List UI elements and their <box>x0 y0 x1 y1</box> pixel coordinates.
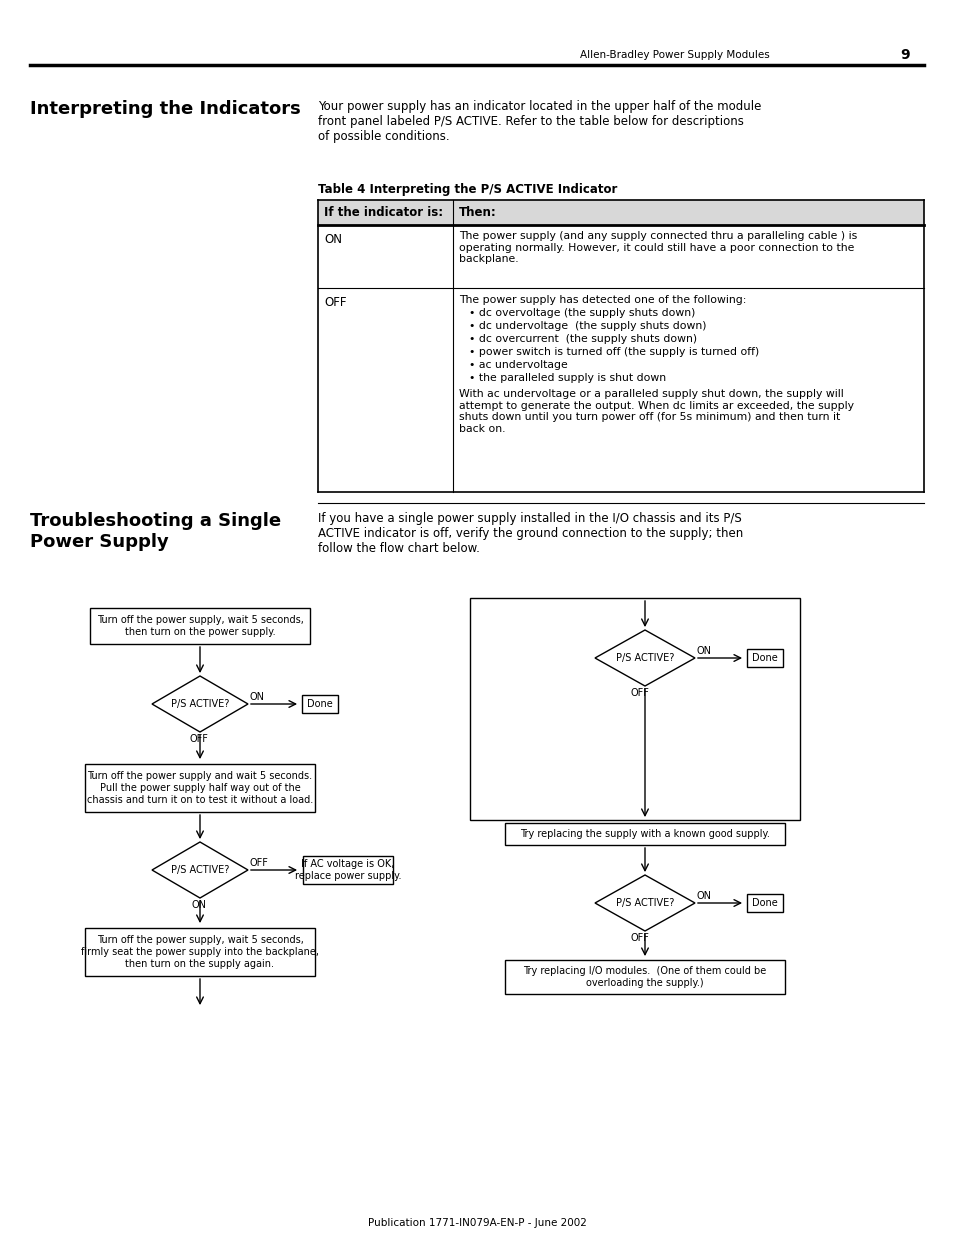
Bar <box>85 764 314 811</box>
Bar <box>746 650 782 667</box>
Text: Turn off the power supply, wait 5 seconds,
then turn on the power supply.: Turn off the power supply, wait 5 second… <box>96 615 303 637</box>
Text: With ac undervoltage or a paralleled supply shut down, the supply will
attempt t: With ac undervoltage or a paralleled sup… <box>458 389 853 433</box>
Text: Done: Done <box>751 653 777 663</box>
Text: If AC voltage is OK,
replace power supply.: If AC voltage is OK, replace power suppl… <box>294 860 401 881</box>
Polygon shape <box>595 630 695 685</box>
Text: Done: Done <box>751 898 777 908</box>
Text: Allen-Bradley Power Supply Modules: Allen-Bradley Power Supply Modules <box>579 49 769 61</box>
Text: P/S ACTIVE?: P/S ACTIVE? <box>171 864 229 876</box>
Bar <box>302 695 337 713</box>
Text: • dc undervoltage  (the supply shuts down): • dc undervoltage (the supply shuts down… <box>469 321 706 331</box>
Text: The power supply (and any supply connected thru a paralleling cable ) is
operati: The power supply (and any supply connect… <box>458 231 857 264</box>
Text: Your power supply has an indicator located in the upper half of the module
front: Your power supply has an indicator locat… <box>317 100 760 143</box>
Text: OFF: OFF <box>324 296 346 309</box>
Text: ON: ON <box>697 646 711 656</box>
Text: Try replacing the supply with a known good supply.: Try replacing the supply with a known go… <box>519 829 769 839</box>
Bar <box>470 598 800 820</box>
Text: P/S ACTIVE?: P/S ACTIVE? <box>616 653 674 663</box>
Text: The power supply has detected one of the following:: The power supply has detected one of the… <box>458 295 745 305</box>
Text: OFF: OFF <box>630 688 649 698</box>
Text: • the paralleled supply is shut down: • the paralleled supply is shut down <box>469 373 665 383</box>
Text: ON: ON <box>192 900 207 910</box>
Bar <box>317 200 923 225</box>
Text: If the indicator is:: If the indicator is: <box>324 206 442 219</box>
Text: Interpreting the Indicators: Interpreting the Indicators <box>30 100 300 119</box>
Text: Turn off the power supply, wait 5 seconds,
firmly seat the power supply into the: Turn off the power supply, wait 5 second… <box>81 935 318 968</box>
Text: Try replacing I/O modules.  (One of them could be
overloading the supply.): Try replacing I/O modules. (One of them … <box>523 966 766 988</box>
Text: OFF: OFF <box>250 858 269 868</box>
Text: ON: ON <box>324 233 341 246</box>
Polygon shape <box>152 842 248 898</box>
Text: Table 4 Interpreting the P/S ACTIVE Indicator: Table 4 Interpreting the P/S ACTIVE Indi… <box>317 183 617 196</box>
Text: Then:: Then: <box>458 206 497 219</box>
Text: • power switch is turned off (the supply is turned off): • power switch is turned off (the supply… <box>469 347 759 357</box>
Text: Publication 1771-IN079A-EN-P - June 2002: Publication 1771-IN079A-EN-P - June 2002 <box>367 1218 586 1228</box>
Polygon shape <box>595 876 695 931</box>
Bar <box>85 927 314 976</box>
Text: OFF: OFF <box>630 932 649 944</box>
Text: P/S ACTIVE?: P/S ACTIVE? <box>171 699 229 709</box>
Text: • dc overcurrent  (the supply shuts down): • dc overcurrent (the supply shuts down) <box>469 333 697 345</box>
Text: If you have a single power supply installed in the I/O chassis and its P/S
ACTIV: If you have a single power supply instal… <box>317 513 742 555</box>
Text: OFF: OFF <box>190 734 209 743</box>
Text: • dc overvoltage (the supply shuts down): • dc overvoltage (the supply shuts down) <box>469 308 695 317</box>
Bar <box>504 823 784 845</box>
Text: Done: Done <box>307 699 333 709</box>
Bar <box>746 894 782 911</box>
Text: ON: ON <box>250 692 265 701</box>
Text: 9: 9 <box>899 48 908 62</box>
Polygon shape <box>152 676 248 732</box>
Bar <box>90 608 310 643</box>
Text: Turn off the power supply and wait 5 seconds.
Pull the power supply half way out: Turn off the power supply and wait 5 sec… <box>87 772 313 804</box>
Text: Troubleshooting a Single
Power Supply: Troubleshooting a Single Power Supply <box>30 513 281 551</box>
Text: ON: ON <box>697 890 711 902</box>
Bar <box>504 960 784 994</box>
Bar <box>303 856 393 884</box>
Text: P/S ACTIVE?: P/S ACTIVE? <box>616 898 674 908</box>
Text: • ac undervoltage: • ac undervoltage <box>469 359 567 370</box>
